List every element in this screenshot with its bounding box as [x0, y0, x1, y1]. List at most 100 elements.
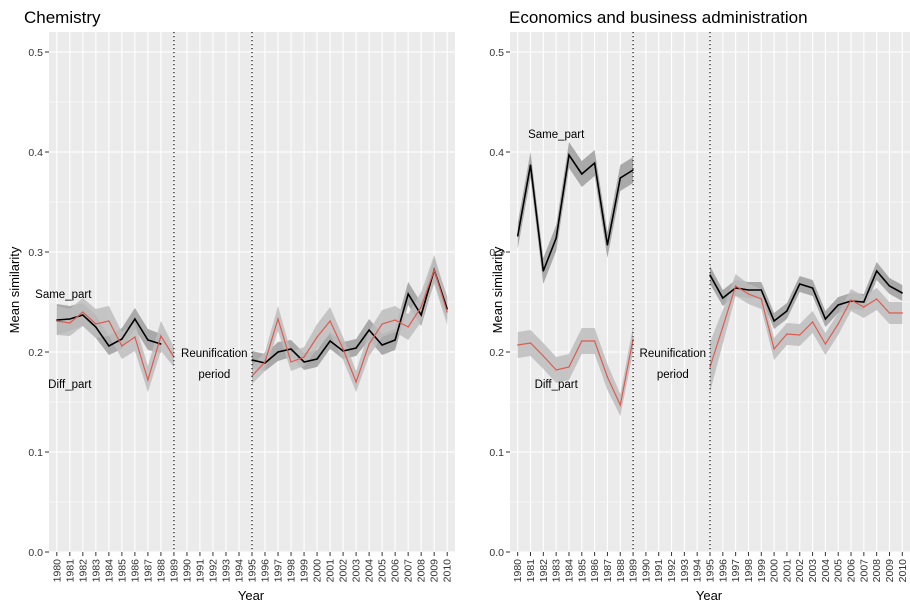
- x-tick-label: 1986: [129, 559, 141, 583]
- x-tick-label: 1995: [705, 559, 717, 583]
- data-point: [264, 361, 266, 363]
- x-tick-label: 2010: [897, 559, 909, 583]
- x-tick-label: 2010: [442, 559, 454, 583]
- annotation: Reunification: [181, 348, 247, 360]
- y-tick-label: 0.0: [489, 547, 504, 559]
- data-point: [542, 355, 544, 357]
- data-point: [606, 244, 609, 246]
- data-point: [303, 361, 305, 363]
- x-tick-label: 1981: [525, 559, 537, 583]
- x-tick-label: 2004: [364, 559, 376, 583]
- x-tick-label: 2007: [403, 559, 415, 583]
- x-axis-label: Year: [696, 588, 723, 603]
- data-point: [568, 366, 570, 368]
- x-tick-label: 1996: [260, 559, 272, 583]
- data-point: [381, 344, 383, 346]
- data-point: [394, 319, 396, 321]
- x-tick-label: 1990: [181, 559, 193, 583]
- y-tick-label: 0.0: [28, 547, 43, 559]
- data-point: [888, 312, 891, 314]
- data-point: [760, 298, 762, 300]
- data-point: [277, 351, 279, 353]
- annotation: period: [198, 369, 230, 381]
- data-point: [632, 338, 634, 340]
- x-tick-label: 1991: [653, 559, 665, 583]
- data-point: [355, 347, 357, 349]
- y-tick-label: 0.2: [28, 347, 43, 359]
- x-tick-label: 2008: [416, 559, 428, 583]
- data-point: [850, 299, 852, 301]
- y-tick-label: 0.3: [489, 247, 504, 259]
- x-tick-label: 1985: [116, 559, 128, 583]
- x-tick-label: 1989: [168, 559, 180, 583]
- data-point: [517, 235, 519, 237]
- x-tick-label: 1992: [666, 559, 678, 583]
- data-point: [555, 237, 557, 239]
- x-tick-label: 2003: [807, 559, 819, 583]
- y-tick-label: 0.1: [489, 447, 504, 459]
- data-point: [876, 298, 878, 300]
- x-tick-label: 2006: [846, 559, 858, 583]
- y-tick-label: 0.4: [489, 147, 504, 159]
- x-tick-label: 1980: [512, 559, 524, 583]
- x-tick-label: 2000: [312, 559, 324, 583]
- data-point: [108, 345, 110, 347]
- x-tick-label: 1987: [142, 559, 154, 583]
- x-tick-label: 1990: [640, 559, 652, 583]
- data-point: [329, 340, 331, 342]
- x-tick-label: 2000: [769, 559, 781, 583]
- x-tick-label: 1987: [602, 559, 614, 583]
- data-point: [799, 334, 801, 336]
- x-tick-label: 2001: [781, 559, 793, 583]
- data-point: [121, 345, 123, 347]
- data-point: [407, 293, 409, 295]
- data-point: [760, 289, 762, 291]
- data-point: [837, 304, 839, 306]
- data-point: [773, 348, 775, 350]
- x-tick-label: 1982: [77, 559, 89, 583]
- x-tick-label: 1995: [247, 559, 259, 583]
- x-tick-label: 1992: [207, 559, 219, 583]
- x-tick-label: 1989: [628, 559, 640, 583]
- x-tick-label: 1996: [717, 559, 729, 583]
- data-point: [529, 164, 532, 166]
- data-point: [277, 318, 279, 320]
- data-point: [619, 404, 621, 406]
- data-point: [316, 336, 318, 338]
- data-point: [786, 310, 788, 312]
- data-point: [433, 269, 435, 271]
- x-tick-label: 2002: [794, 559, 806, 583]
- data-point: [747, 289, 750, 291]
- x-tick-label: 2009: [884, 559, 896, 583]
- data-point: [709, 366, 711, 368]
- y-tick-label: 0.1: [28, 447, 43, 459]
- data-point: [147, 339, 149, 341]
- x-tick-label: 2007: [858, 559, 870, 583]
- data-point: [160, 335, 162, 337]
- annotation: Diff_part: [535, 379, 579, 391]
- x-tick-label: 1998: [743, 559, 755, 583]
- data-point: [56, 320, 58, 322]
- x-tick-label: 1988: [615, 559, 627, 583]
- data-point: [786, 333, 788, 335]
- series-line: [516, 152, 903, 323]
- data-point: [529, 342, 532, 344]
- data-point: [594, 340, 596, 342]
- data-point: [82, 311, 84, 313]
- data-point: [824, 318, 827, 320]
- x-tick-label: 1986: [589, 559, 601, 583]
- data-point: [747, 293, 750, 295]
- data-point: [134, 336, 136, 338]
- x-tick-label: 1999: [299, 559, 311, 583]
- x-tick-label: 2008: [871, 559, 883, 583]
- data-point: [420, 306, 422, 308]
- panel-title: Economics and business administration: [509, 8, 808, 27]
- x-tick-label: 2002: [338, 559, 350, 583]
- data-point: [722, 326, 724, 328]
- x-tick-label: 1991: [194, 559, 206, 583]
- data-point: [581, 173, 583, 175]
- data-point: [147, 379, 149, 381]
- annotation: Same_part: [35, 289, 92, 301]
- y-axis-label: Mean similarity: [490, 246, 505, 333]
